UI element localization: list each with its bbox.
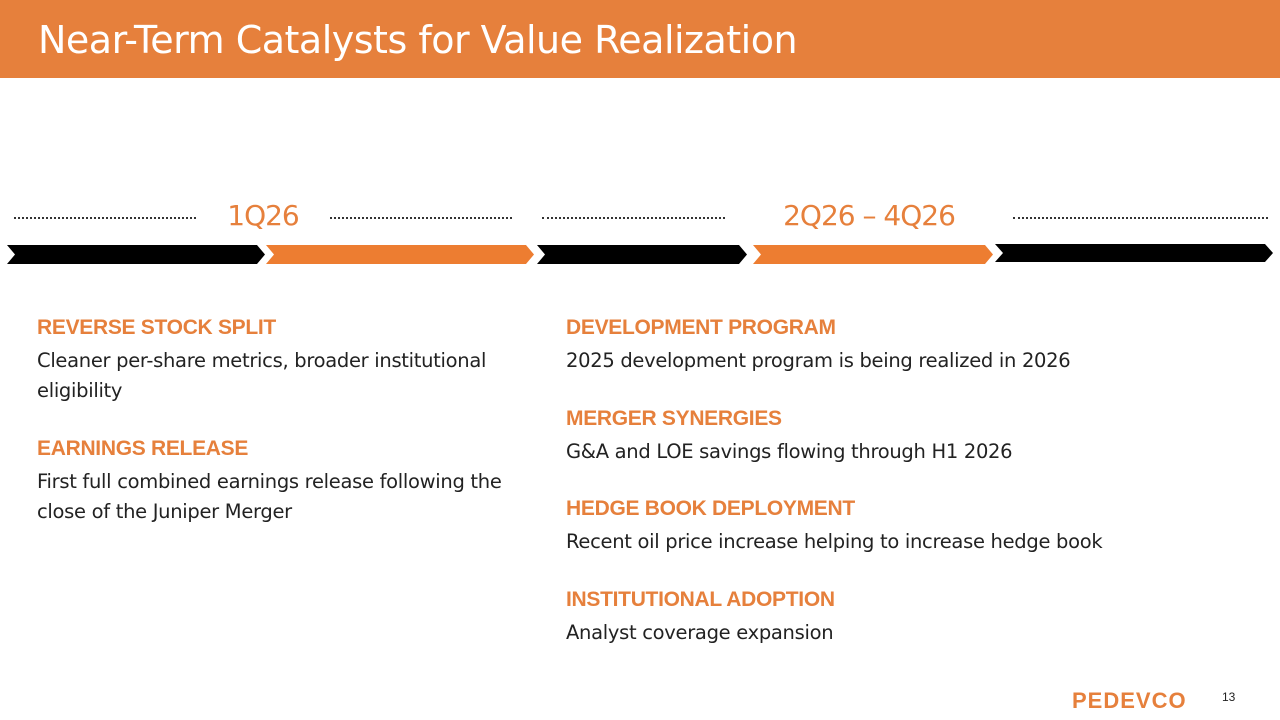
catalyst-heading: HEDGE BOOK DEPLOYMENT bbox=[566, 497, 855, 520]
timeline-divider bbox=[14, 217, 196, 219]
catalyst-heading: REVERSE STOCK SPLIT bbox=[37, 316, 276, 339]
catalyst-hedge-book-deployment: HEDGE BOOK DEPLOYMENT Recent oil price i… bbox=[566, 497, 1186, 557]
catalyst-description: Cleaner per-share metrics, broader insti… bbox=[37, 349, 487, 402]
catalyst-description: G&A and LOE savings flowing through H1 2… bbox=[566, 440, 1013, 463]
catalyst-development-program: DEVELOPMENT PROGRAM 2025 development pro… bbox=[566, 316, 1186, 376]
chevron-segment bbox=[266, 245, 534, 264]
company-logo: PEDEVCO bbox=[1072, 688, 1187, 713]
catalyst-merger-synergies: MERGER SYNERGIES G&A and LOE savings flo… bbox=[566, 407, 1186, 467]
chevron-segment bbox=[995, 244, 1273, 262]
catalyst-reverse-stock-split: REVERSE STOCK SPLIT Cleaner per-share me… bbox=[37, 316, 527, 406]
catalyst-description: First full combined earnings release fol… bbox=[37, 470, 502, 523]
title-bar: Near-Term Catalysts for Value Realizatio… bbox=[0, 0, 1280, 78]
period-label-1q26: 1Q26 bbox=[227, 199, 299, 232]
catalyst-heading: EARNINGS RELEASE bbox=[37, 437, 249, 460]
catalyst-heading: INSTITUTIONAL ADOPTION bbox=[566, 588, 835, 611]
period-label-2q26-4q26: 2Q26 – 4Q26 bbox=[783, 199, 956, 232]
page-title: Near-Term Catalysts for Value Realizatio… bbox=[38, 18, 798, 62]
catalyst-heading: MERGER SYNERGIES bbox=[566, 407, 782, 430]
catalyst-description: Recent oil price increase helping to inc… bbox=[566, 530, 1103, 553]
timeline-divider bbox=[542, 217, 725, 219]
catalyst-description: Analyst coverage expansion bbox=[566, 621, 834, 644]
catalyst-earnings-release: EARNINGS RELEASE First full combined ear… bbox=[37, 437, 527, 527]
catalyst-description: 2025 development program is being realiz… bbox=[566, 349, 1071, 372]
chevron-segment bbox=[753, 245, 993, 264]
timeline-chevrons bbox=[7, 244, 1273, 264]
chevron-segment bbox=[7, 245, 265, 264]
catalyst-heading: DEVELOPMENT PROGRAM bbox=[566, 316, 836, 339]
page-number: 13 bbox=[1222, 690, 1236, 704]
catalyst-institutional-adoption: INSTITUTIONAL ADOPTION Analyst coverage … bbox=[566, 588, 1186, 648]
timeline-divider bbox=[1013, 217, 1268, 219]
chevron-segment bbox=[537, 245, 747, 264]
timeline-divider bbox=[330, 217, 512, 219]
